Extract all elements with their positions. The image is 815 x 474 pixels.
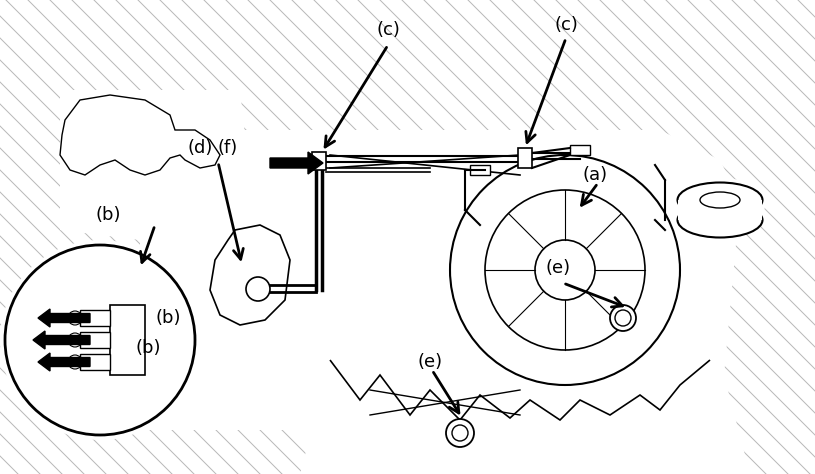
Ellipse shape	[700, 192, 740, 208]
Bar	[80, 354, 110, 370]
Polygon shape	[255, 130, 740, 460]
Circle shape	[610, 305, 636, 331]
Text: (c): (c)	[376, 21, 400, 39]
Bar	[110, 305, 145, 375]
Text: (d): (d)	[187, 139, 213, 157]
Circle shape	[446, 419, 474, 447]
Circle shape	[485, 190, 645, 350]
FancyArrow shape	[38, 309, 90, 327]
Circle shape	[535, 240, 595, 300]
Circle shape	[452, 425, 468, 441]
Circle shape	[450, 155, 680, 385]
Ellipse shape	[68, 355, 82, 369]
Polygon shape	[470, 165, 490, 175]
Text: (e): (e)	[545, 259, 570, 277]
Ellipse shape	[677, 202, 763, 237]
Text: (e): (e)	[417, 353, 443, 371]
Bar	[80, 332, 110, 348]
Ellipse shape	[68, 333, 82, 347]
Polygon shape	[140, 130, 290, 430]
Circle shape	[246, 277, 270, 301]
FancyArrow shape	[270, 152, 323, 174]
Bar	[518, 148, 532, 168]
Polygon shape	[60, 90, 250, 240]
Polygon shape	[210, 225, 290, 325]
FancyArrow shape	[38, 353, 90, 371]
Ellipse shape	[68, 311, 82, 325]
FancyArrow shape	[33, 331, 90, 349]
Polygon shape	[570, 145, 590, 155]
Bar	[678, 200, 762, 220]
Text: (b): (b)	[155, 309, 181, 327]
Text: (b): (b)	[95, 206, 121, 224]
Text: (b): (b)	[135, 339, 161, 357]
Text: (c): (c)	[554, 16, 578, 34]
Polygon shape	[300, 360, 750, 474]
Circle shape	[0, 240, 200, 440]
Bar	[80, 310, 110, 326]
Circle shape	[5, 245, 195, 435]
Ellipse shape	[675, 177, 765, 233]
Circle shape	[615, 310, 631, 326]
Text: (a): (a)	[583, 166, 607, 184]
Bar	[312, 152, 326, 170]
Ellipse shape	[677, 182, 763, 218]
Text: (f): (f)	[218, 139, 238, 157]
Polygon shape	[60, 95, 220, 175]
